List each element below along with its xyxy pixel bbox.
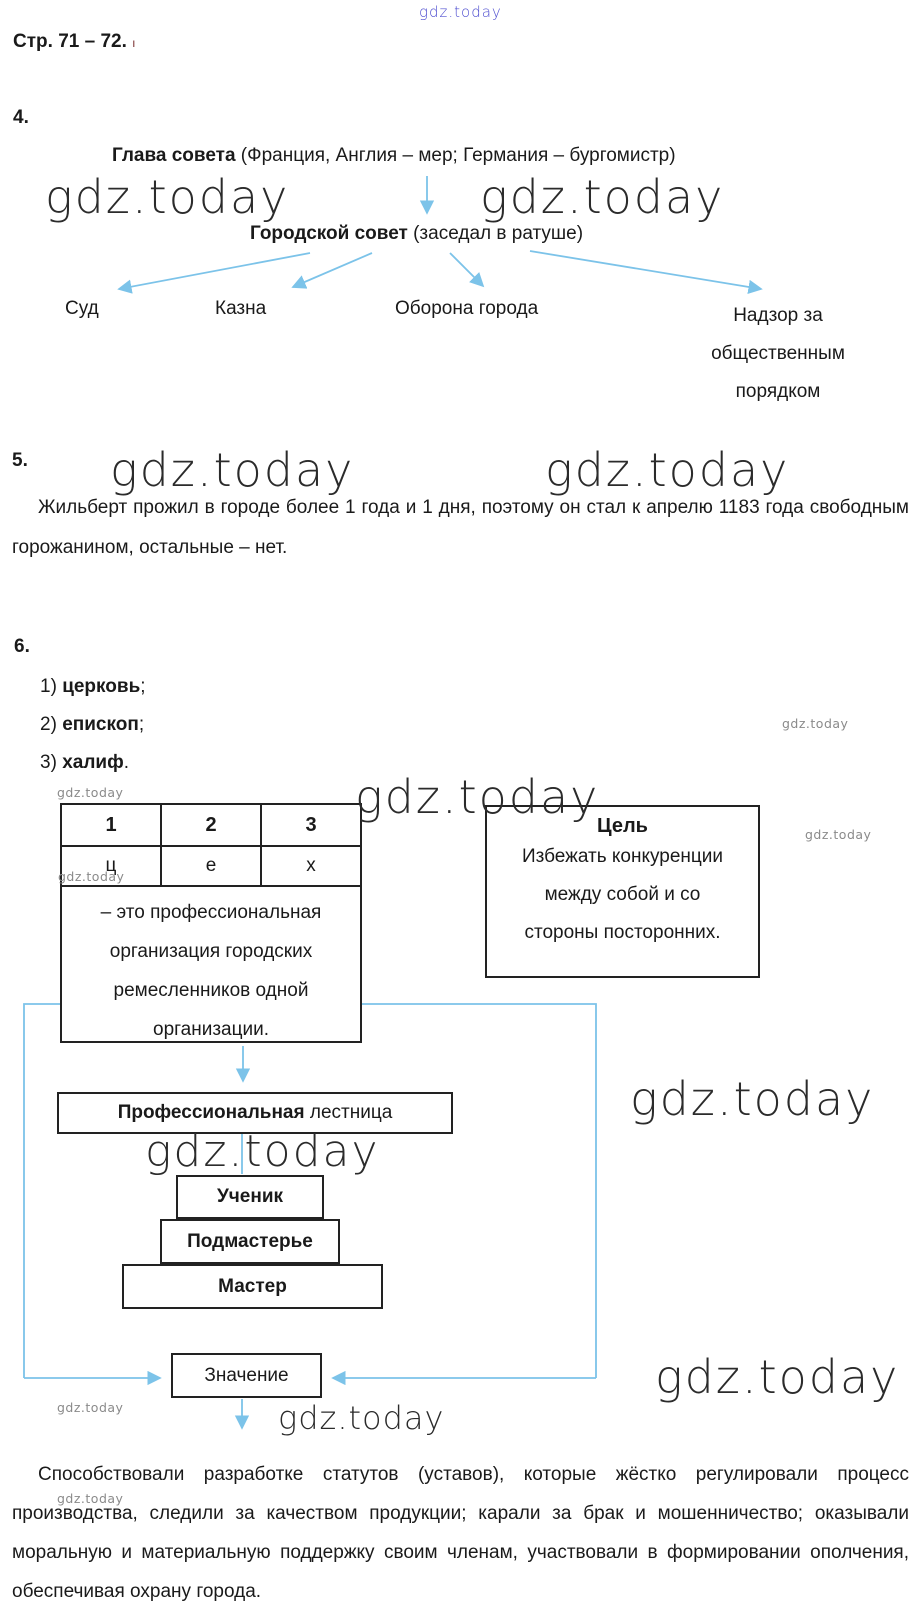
item1-term: церковь xyxy=(62,676,141,697)
table-value-3: х xyxy=(260,845,362,887)
step-master: Мастер xyxy=(218,1275,287,1297)
scan-artifact: ı xyxy=(132,36,136,50)
section6-number: 6. xyxy=(14,636,30,657)
item2-suffix: ; xyxy=(138,714,145,735)
goal-line2: между собой и со xyxy=(544,884,701,905)
section4-number: 4. xyxy=(13,107,29,128)
item3-suffix: . xyxy=(123,752,129,773)
ladder-title: Профессиональная лестница xyxy=(118,1101,393,1125)
ladder-title-rest: лестница xyxy=(304,1102,393,1124)
table-header-2: 2 xyxy=(160,803,262,847)
goal-line1: Избежать конкуренции xyxy=(521,846,724,867)
list-item-1: 1) церковь; xyxy=(40,675,146,699)
value-text: Способствовали разработке статутов (уста… xyxy=(12,1464,909,1602)
page-ref: Стр. 71 – 72. xyxy=(13,31,127,52)
chief-of-council-line: Глава совета (Франция, Англия – мер; Гер… xyxy=(112,144,676,168)
arrow-council-to-court xyxy=(117,252,311,294)
arrow-council-to-treasury xyxy=(291,252,373,289)
goal-title: Цель xyxy=(597,815,648,837)
section5-answer: Жильберт прожил в городе более 1 года и … xyxy=(12,497,909,558)
item1-prefix: 1) xyxy=(40,676,63,697)
definition-line1: – это профессиональная xyxy=(100,902,322,923)
branch-order-line3: порядком xyxy=(735,381,821,402)
table-header-1: 1 xyxy=(60,803,162,847)
item3-term: халиф xyxy=(62,752,124,773)
answers-table: 1 2 3 ц е х xyxy=(60,803,362,887)
table-value-1: ц xyxy=(60,845,162,887)
value-box: Значение xyxy=(171,1353,322,1398)
list-item-2: 2) епископ; xyxy=(40,713,144,737)
branch-order: Надзор за общественным порядком xyxy=(692,297,864,411)
table-header-3: 3 xyxy=(260,803,362,847)
chief-note: (Франция, Англия – мер; Германия – бурго… xyxy=(235,145,676,166)
branch-defense: Оборона города xyxy=(395,298,539,319)
step-apprentice-box: Ученик xyxy=(176,1175,324,1219)
arrow-council-to-defense xyxy=(449,252,485,288)
list-item-3: 3) халиф. xyxy=(40,751,129,775)
ladder-title-bold: Профессиональная xyxy=(117,1102,305,1124)
page-title: Стр. 71 – 72. ı xyxy=(13,30,136,54)
branch-order-line2: общественным xyxy=(711,343,845,364)
item2-prefix: 2) xyxy=(40,714,63,735)
goal-line3: стороны посторонних. xyxy=(524,922,721,943)
definition-line4: организации. xyxy=(153,1019,269,1040)
ladder-title-box: Профессиональная лестница xyxy=(57,1092,453,1134)
item1-suffix: ; xyxy=(140,676,146,697)
guild-definition-box: – это профессиональная организация город… xyxy=(60,885,362,1043)
branch-treasury: Казна xyxy=(215,298,267,319)
branch-order-line1: Надзор за xyxy=(733,305,823,326)
value-label: Значение xyxy=(204,1364,289,1386)
step-journeyman-box: Подмастерье xyxy=(160,1219,340,1264)
item2-term: епископ xyxy=(62,714,139,735)
chief-label: Глава совета xyxy=(112,145,236,166)
branch-court: Суд xyxy=(65,298,99,319)
table-value-2: е xyxy=(160,845,262,887)
city-council-line: Городской совет (заседал в ратуше) xyxy=(250,222,583,246)
item3-prefix: 3) xyxy=(40,752,63,773)
step-master-box: Мастер xyxy=(122,1264,383,1309)
step-journeyman: Подмастерье xyxy=(187,1230,313,1252)
section5-number: 5. xyxy=(12,450,28,471)
definition-line3: ремесленников одной xyxy=(113,980,309,1001)
council-label: Городской совет xyxy=(250,223,408,244)
definition-line2: организация городских xyxy=(109,941,313,962)
arrow-council-to-order xyxy=(529,250,763,295)
step-apprentice: Ученик xyxy=(216,1186,284,1208)
council-note: (заседал в ратуше) xyxy=(407,223,584,244)
goal-box: Цель Избежать конкуренции между собой и … xyxy=(485,805,760,978)
